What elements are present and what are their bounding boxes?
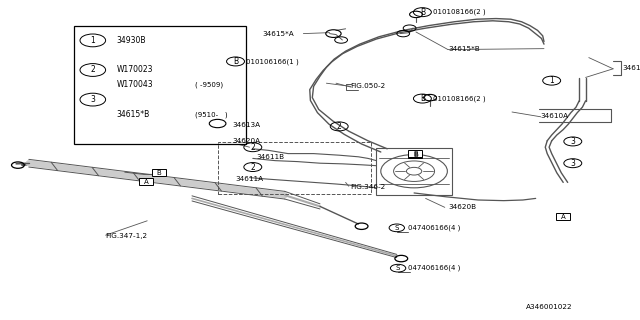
Text: 34610C: 34610C <box>622 65 640 71</box>
Text: 010108166(2 ): 010108166(2 ) <box>433 9 485 15</box>
Text: S: S <box>395 225 399 231</box>
Text: 3: 3 <box>570 159 575 168</box>
Text: 34620A: 34620A <box>232 139 260 144</box>
FancyBboxPatch shape <box>556 213 570 220</box>
Text: 3: 3 <box>90 95 95 104</box>
Text: B: B <box>420 94 425 103</box>
Text: FIG.347-1,2: FIG.347-1,2 <box>106 233 148 239</box>
FancyBboxPatch shape <box>408 150 422 157</box>
Text: S: S <box>396 265 400 271</box>
Text: 34611A: 34611A <box>236 176 264 182</box>
Text: 047406166(4 ): 047406166(4 ) <box>408 225 461 231</box>
Text: B: B <box>156 170 161 176</box>
Text: 2: 2 <box>250 143 255 152</box>
Text: W170023: W170023 <box>116 66 153 75</box>
Text: B: B <box>413 152 418 157</box>
Text: 34615*B: 34615*B <box>116 110 150 119</box>
FancyBboxPatch shape <box>376 148 452 195</box>
Text: B: B <box>233 57 238 66</box>
FancyBboxPatch shape <box>152 169 166 176</box>
Text: 2: 2 <box>90 66 95 75</box>
Text: 2: 2 <box>250 163 255 172</box>
Text: 34615*A: 34615*A <box>262 31 294 36</box>
Text: 34613A: 34613A <box>232 123 260 128</box>
Text: 34615*B: 34615*B <box>448 46 480 52</box>
Text: 34610A: 34610A <box>541 113 569 119</box>
Text: 2: 2 <box>337 122 342 131</box>
Text: 34611B: 34611B <box>256 155 284 160</box>
Text: FIG.050-2: FIG.050-2 <box>351 84 386 89</box>
Text: 34620B: 34620B <box>448 204 476 210</box>
FancyBboxPatch shape <box>408 151 422 158</box>
Text: 34930B: 34930B <box>116 36 146 45</box>
Text: 1: 1 <box>90 36 95 45</box>
Text: 010108166(2 ): 010108166(2 ) <box>433 95 485 102</box>
Text: B: B <box>413 151 418 156</box>
FancyBboxPatch shape <box>139 178 153 185</box>
Text: (9510-   ): (9510- ) <box>195 111 228 118</box>
Text: A: A <box>143 179 148 185</box>
Text: 1: 1 <box>549 76 554 85</box>
Text: W170043: W170043 <box>116 80 153 89</box>
Text: 047406166(4 ): 047406166(4 ) <box>408 265 461 271</box>
Text: 010106166(1 ): 010106166(1 ) <box>246 58 299 65</box>
Text: A: A <box>561 214 566 220</box>
Text: 3: 3 <box>570 137 575 146</box>
Text: A346001022: A346001022 <box>526 304 573 310</box>
Text: ( -9509): ( -9509) <box>195 82 223 88</box>
Text: FIG.346-2: FIG.346-2 <box>351 184 386 190</box>
Text: B: B <box>420 8 425 17</box>
FancyBboxPatch shape <box>74 26 246 144</box>
